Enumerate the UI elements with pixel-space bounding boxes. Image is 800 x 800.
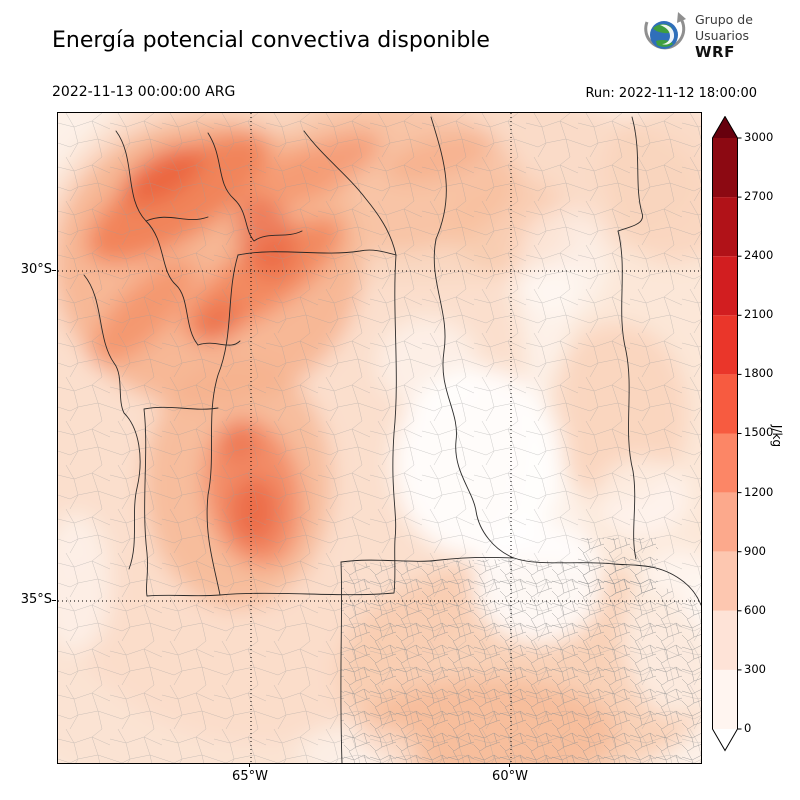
colorbar-tick: 300: [744, 661, 766, 676]
colorbar: [712, 115, 742, 757]
colorbar-unit-label: J/kg: [770, 424, 785, 448]
department-boundaries: [58, 113, 701, 763]
y-axis-tickmark: [52, 270, 56, 271]
wrf-globe-icon: [644, 12, 686, 50]
lon-tick-60w: 60°W: [492, 769, 528, 784]
colorbar-bar: [712, 115, 742, 752]
colorbar-tick: 3000: [744, 130, 774, 144]
colorbar-tick: 2400: [744, 248, 774, 263]
logo-line-wrf: WRF: [695, 43, 735, 61]
logo-line-1: Grupo de: [695, 12, 753, 27]
colorbar-over-arrow: [712, 116, 738, 138]
colorbar-tick: 0: [744, 720, 752, 735]
colorbar-under-arrow: [712, 729, 738, 751]
colorbar-tick: 1800: [744, 366, 774, 381]
x-axis-tickmark: [249, 763, 250, 767]
x-axis-tickmark: [509, 763, 510, 767]
lon-tick-65w: 65°W: [232, 769, 268, 784]
map-frame: [57, 112, 702, 764]
colorbar-tick: 900: [744, 543, 766, 558]
valid-time-label: 2022-11-13 00:00:00 ARG: [52, 84, 236, 100]
y-axis-tickmark: [52, 600, 56, 601]
lat-tick-35s: 35°S: [20, 592, 52, 607]
colorbar-tick: 600: [744, 602, 766, 617]
cape-map: [58, 113, 701, 763]
province-boundaries: [83, 116, 701, 763]
lat-tick-30s: 30°S: [20, 262, 52, 277]
gridlines: [58, 113, 701, 763]
colorbar-tick: 1500: [744, 425, 774, 440]
colorbar-tick-labels: 3000 2700 2400 2100 1800 1500 1200 900 6…: [744, 131, 784, 735]
page-title: Energía potencial convectiva disponible: [52, 28, 490, 53]
logo-line-2: Usuarios: [695, 28, 750, 43]
colorbar-tick: 2100: [744, 307, 774, 322]
wrf-logo: Grupo de Usuarios WRF: [640, 10, 753, 60]
run-time-label: Run: 2022-11-12 18:00:00: [585, 86, 757, 101]
colorbar-tick: 2700: [744, 189, 774, 204]
wrf-logo-text: Grupo de Usuarios WRF: [695, 10, 753, 60]
colorbar-tick: 1200: [744, 484, 774, 499]
